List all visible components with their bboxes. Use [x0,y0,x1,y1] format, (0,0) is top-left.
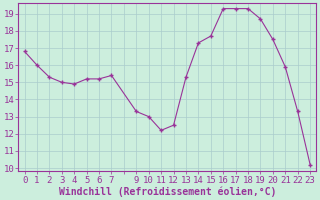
X-axis label: Windchill (Refroidissement éolien,°C): Windchill (Refroidissement éolien,°C) [59,186,276,197]
